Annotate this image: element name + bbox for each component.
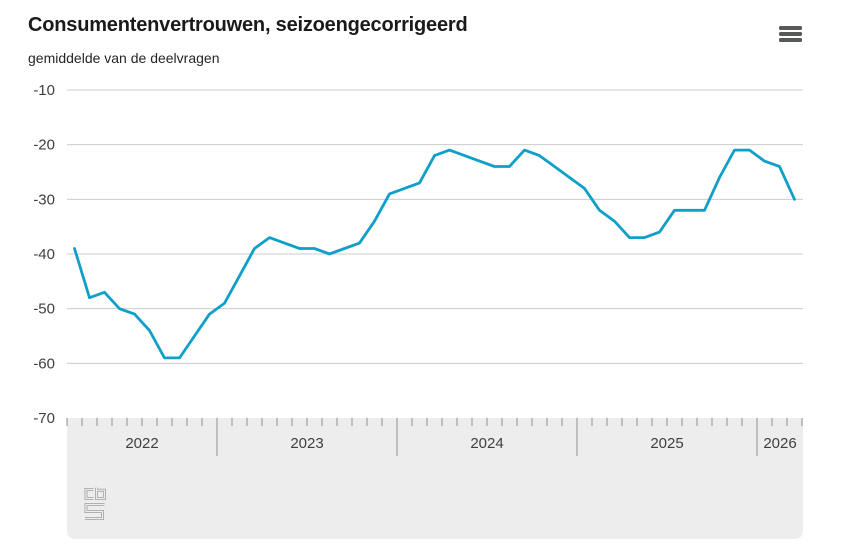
chart-title: Consumentenvertrouwen, seizoengecorrigee…: [28, 14, 468, 36]
hamburger-icon: [779, 26, 803, 42]
svg-text:-70: -70: [33, 410, 55, 427]
chart-subtitle: gemiddelde van de deelvragen: [28, 50, 220, 66]
year-labels: 2022 2023 2024 2025 2026: [125, 435, 796, 452]
svg-text:2025: 2025: [650, 435, 683, 452]
series-line: [73, 148, 796, 360]
svg-text:-30: -30: [33, 191, 55, 208]
svg-text:2022: 2022: [125, 435, 158, 452]
svg-text:2024: 2024: [470, 435, 503, 452]
svg-text:2026: 2026: [763, 435, 796, 452]
menu-button[interactable]: [777, 22, 805, 46]
svg-text:-50: -50: [33, 301, 55, 318]
month-ticks: [66, 418, 803, 426]
svg-text:2023: 2023: [290, 435, 323, 452]
year-ticks: [216, 418, 758, 456]
svg-text:-10: -10: [33, 82, 55, 99]
y-axis-labels: -10 -20 -30 -40 -50 -60 -70: [33, 82, 55, 427]
x-axis-band: [67, 418, 803, 539]
svg-text:-60: -60: [33, 355, 55, 372]
gridlines: [67, 89, 803, 364]
svg-text:-20: -20: [33, 137, 55, 154]
svg-text:-40: -40: [33, 246, 55, 263]
cbs-logo: [84, 487, 106, 520]
